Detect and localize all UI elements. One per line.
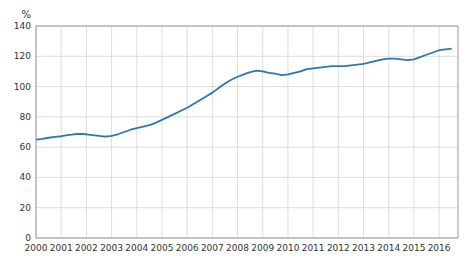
y-tick-label: 0 (25, 233, 31, 243)
y-tick-label: 20 (20, 203, 32, 213)
x-grid-line (187, 26, 188, 238)
grid (36, 26, 458, 238)
y-tick-label: 100 (14, 82, 31, 92)
x-tick-label: 2012 (327, 243, 350, 253)
y-axis-label: % (21, 9, 31, 20)
chart: 0204060801001201402000200120022003200420… (0, 0, 470, 260)
y-tick-label: 120 (14, 51, 31, 61)
x-grid-line (338, 26, 339, 238)
x-tick-label: 2006 (176, 243, 199, 253)
x-tick-label: 2000 (25, 243, 48, 253)
x-grid-line (111, 26, 112, 238)
x-tick-label: 2004 (125, 243, 148, 253)
x-grid-line (313, 26, 314, 238)
x-grid-line (413, 26, 414, 238)
x-grid-line (287, 26, 288, 238)
y-grid-line (36, 56, 458, 57)
plot-frame (36, 26, 458, 238)
x-tick-label: 2007 (201, 243, 224, 253)
x-grid-line (439, 26, 440, 238)
x-grid-line (212, 26, 213, 238)
line (36, 49, 452, 140)
y-tick-label: 80 (20, 112, 32, 122)
x-grid-line (262, 26, 263, 238)
x-tick-label: 2005 (151, 243, 174, 253)
x-tick-label: 2014 (377, 243, 400, 253)
x-grid-line (237, 26, 238, 238)
y-grid-line (36, 207, 458, 208)
x-tick-label: 2016 (428, 243, 451, 253)
x-tick-label: 2015 (402, 243, 425, 253)
x-grid-line (61, 26, 62, 238)
x-grid-line (136, 26, 137, 238)
y-tick-label: 40 (20, 172, 32, 182)
y-grid-line (36, 177, 458, 178)
y-tick-label: 140 (14, 21, 31, 31)
x-tick-label: 2011 (302, 243, 325, 253)
x-tick-label: 2009 (251, 243, 274, 253)
x-tick-label: 2001 (50, 243, 73, 253)
x-grid-line (363, 26, 364, 238)
x-tick-label: 2002 (75, 243, 98, 253)
x-tick-label: 2003 (100, 243, 123, 253)
x-tick-label: 2013 (352, 243, 375, 253)
y-grid-line (36, 86, 458, 87)
y-grid-line (36, 116, 458, 117)
x-grid-line (86, 26, 87, 238)
series (36, 49, 452, 140)
y-tick-label: 60 (20, 142, 32, 152)
x-tick-label: 2008 (226, 243, 249, 253)
y-grid-line (36, 147, 458, 148)
x-tick-label: 2010 (276, 243, 299, 253)
axes: 0204060801001201402000200120022003200420… (14, 21, 458, 253)
x-grid-line (161, 26, 162, 238)
